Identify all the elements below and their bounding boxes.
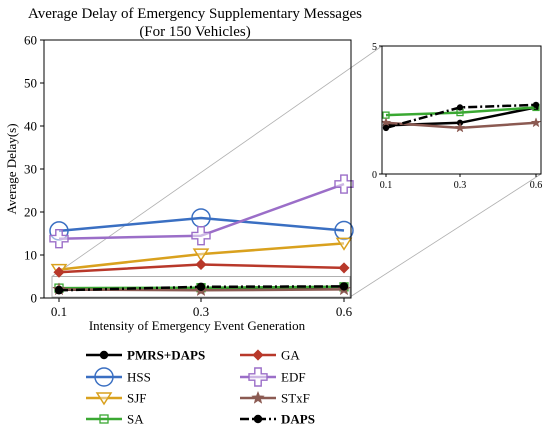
inset-series-ga [382, 0, 540, 24]
inset-x-tick-label-0: 0.1 [380, 180, 393, 191]
legend-item-ga: GA [240, 348, 300, 363]
main-line-sjf [58, 242, 345, 271]
main-marker-hss-2 [334, 220, 354, 241]
main-y-ticks: 0 10 20 30 40 50 60 [24, 33, 44, 306]
inset-marker-stxf-1 [454, 122, 466, 133]
main-marker-edf-0 [49, 228, 69, 249]
legend-label-edf: EDF [281, 370, 306, 385]
legend-label-sa: SA [127, 412, 144, 427]
inset-line-sa [385, 106, 537, 117]
main-marker-ga-0 [53, 266, 65, 278]
inset-marker-daps-2 [532, 101, 540, 109]
x-tick-label-0: 0.1 [51, 304, 67, 319]
inset-marker-sjf-0 [381, 1, 392, 9]
main-marker-edf-1 [191, 225, 211, 246]
legend: PMRS+DAPS HSS SJF SA GA EDF STxF DAPS [86, 348, 315, 427]
inset-line-sjf [386, 0, 536, 5]
y-tick-label-20: 20 [24, 205, 37, 220]
main-marker-sjf-1 [192, 248, 210, 262]
connector-line-bottom [349, 173, 542, 298]
inset-series-daps [382, 101, 540, 132]
main-marker-daps-2 [339, 282, 349, 291]
main-marker-daps-0 [54, 286, 64, 295]
y-tick-label-10: 10 [24, 248, 37, 263]
legend-label-ga: GA [281, 348, 300, 363]
main-marker-daps-1 [196, 282, 206, 292]
x-axis-label: Intensity of Emergency Event Generation [89, 318, 306, 333]
y-tick-label-30: 30 [24, 162, 37, 177]
y-tick-label-40: 40 [24, 119, 37, 134]
chart-title: Average Delay of Emergency Supplementary… [28, 6, 362, 22]
main-series-daps [54, 282, 349, 295]
legend-item-hss: HSS [86, 367, 151, 387]
inset-marker-ga-0 [382, 17, 390, 25]
inset-y-tick-label-0: 0 [372, 170, 377, 181]
legend-label-pmrs-daps: PMRS+DAPS [127, 348, 205, 363]
inset-series-sjf [381, 0, 542, 10]
legend-item-daps: DAPS [240, 412, 315, 427]
legend-item-edf: EDF [240, 367, 306, 387]
legend-item-sa: SA [86, 412, 144, 427]
legend-item-stxf: STxF [240, 391, 310, 406]
legend-label-sjf: SJF [127, 391, 147, 406]
inset-marker-daps-1 [456, 104, 464, 111]
zoom-connectors [51, 45, 542, 298]
legend-item-pmrs-daps: PMRS+DAPS [86, 348, 205, 363]
main-marker-sjf-2 [335, 237, 353, 251]
main-marker-ga-2 [338, 262, 350, 274]
inset-y-tick-label-5: 5 [372, 42, 377, 53]
main-x-ticks: 0.1 0.3 0.6 [51, 298, 353, 319]
y-tick-label-60: 60 [24, 33, 37, 48]
inset-x-ticks: 0.1 0.3 0.6 [380, 174, 543, 191]
y-tick-label-0: 0 [31, 291, 38, 306]
legend-label-stxf: STxF [281, 391, 310, 406]
legend-label-daps: DAPS [281, 412, 315, 427]
legend-marker-daps [253, 414, 263, 424]
main-plot: 0 10 20 30 40 50 60 0.1 0.3 0.6 [24, 33, 354, 319]
inset-line-ga [386, 0, 536, 20]
zoom-region-rect [51, 276, 351, 298]
x-tick-label-1: 0.3 [193, 304, 209, 319]
legend-marker-sa [99, 414, 109, 424]
inset-marker-stxf-2 [530, 117, 541, 128]
inset-x-tick-label-1: 0.3 [454, 180, 467, 191]
y-axis-label: Average Delay(s) [4, 123, 19, 214]
inset-y-ticks: 05 [372, 42, 382, 181]
legend-marker-stxf [251, 390, 265, 404]
legend-marker-pmrs-daps [99, 350, 109, 360]
y-tick-label-50: 50 [24, 76, 37, 91]
inset-marker-daps-0 [382, 124, 390, 132]
main-series-hss [49, 208, 354, 241]
connector-line-top [51, 45, 383, 277]
inset-plot-frame [381, 45, 542, 175]
legend-marker-sjf [95, 392, 113, 406]
main-marker-ga-1 [195, 258, 207, 271]
main-series-edf [49, 174, 354, 249]
x-tick-label-2: 0.6 [336, 304, 353, 319]
legend-marker-ga [252, 349, 264, 361]
legend-label-hss: HSS [127, 370, 151, 385]
main-line-hss [58, 216, 345, 233]
main-series-layer [49, 174, 354, 297]
chart-subtitle: (For 150 Vehicles) [139, 24, 250, 40]
main-plot-frame [43, 39, 352, 299]
main-zoom-box [51, 276, 351, 298]
main-series-ga [53, 258, 350, 278]
main-marker-edf-2 [334, 174, 354, 194]
inset-plot: 05 0.1 0.3 0.6 [372, 0, 543, 191]
legend-item-sjf: SJF [86, 391, 147, 406]
legend-marker-edf [248, 367, 268, 387]
inset-series-layer [381, 0, 542, 133]
legend-marker-hss [94, 367, 114, 387]
inset-x-tick-label-2: 0.6 [530, 180, 543, 191]
